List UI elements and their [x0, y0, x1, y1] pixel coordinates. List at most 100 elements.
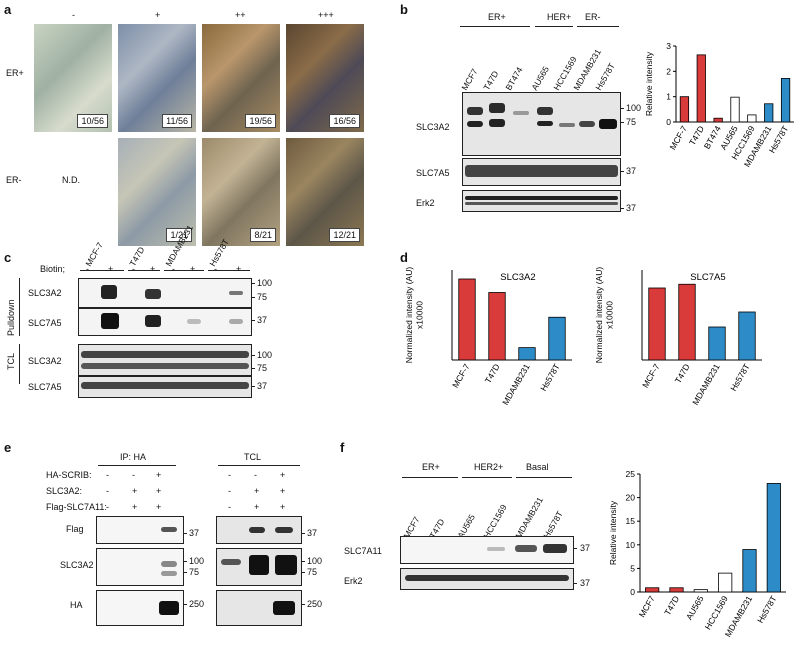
c-lane-label: T47D	[127, 244, 147, 268]
f-marker-tick	[573, 548, 577, 549]
e-sign: +	[254, 486, 260, 496]
ihc-image-er-neg-plusplusplus: 12/21	[286, 138, 364, 246]
y-axis-label: Normalized intensity (AU)	[594, 267, 604, 364]
chart-title: SLC3A2	[500, 272, 535, 283]
bar	[708, 326, 726, 361]
x-tick-label: MDAMB231	[500, 362, 532, 407]
y-tick-label: 15	[626, 516, 636, 526]
y-axis-label: Relative intensity	[608, 500, 618, 565]
b-group-her-pos: HER+	[547, 12, 572, 22]
b-blot-label-slc7a5: SLC7A5	[416, 168, 450, 178]
c-marker-tick	[251, 320, 255, 321]
bar	[679, 96, 690, 123]
c-lane-line	[80, 270, 124, 271]
c-blot-pulldown-slc7a5	[78, 308, 252, 336]
f-group-line	[516, 477, 572, 478]
f-group-line	[402, 477, 458, 478]
e-marker-tick	[183, 604, 187, 605]
e-sign: +	[156, 486, 162, 496]
b-blot-erk2	[462, 190, 621, 212]
ihc-count: 12/21	[329, 228, 360, 242]
e-marker-tick	[301, 572, 305, 573]
x-tick-label: AU565	[684, 594, 706, 622]
b-marker-tick	[620, 208, 624, 209]
e-blot-ip-flag	[96, 516, 184, 544]
ihc-count: 11/56	[162, 114, 192, 128]
bar	[678, 283, 696, 361]
b-marker-37: 37	[626, 203, 637, 213]
e-marker-250: 250	[307, 599, 323, 609]
ihc-count: 8/21	[250, 228, 276, 242]
e-sign: +	[280, 470, 286, 480]
e-blot-tcl-flag	[216, 516, 302, 544]
bar	[648, 287, 666, 361]
c-biotin-sign: -	[132, 264, 135, 274]
bar	[693, 589, 708, 593]
x-tick-label: HCC1569	[703, 594, 730, 632]
x-tick-label: Hs578T	[538, 362, 562, 393]
e-tcl-label: TCL	[244, 452, 262, 462]
c-marker-100: 100	[257, 350, 273, 360]
e-sign: -	[228, 470, 231, 480]
b-marker-tick	[620, 122, 624, 123]
bar	[742, 549, 757, 593]
e-marker-75: 75	[307, 567, 318, 577]
ihc-image-er-pos-plus: 11/56	[118, 24, 196, 132]
e-blot-label-ha: HA	[70, 600, 83, 610]
c-section-pulldown: Pulldown	[6, 299, 16, 336]
b-marker-tick	[620, 171, 624, 172]
e-sign: -	[106, 486, 109, 496]
bar	[488, 292, 506, 361]
c-marker-75: 75	[257, 292, 268, 302]
y-tick-label: 25	[626, 469, 636, 479]
b-group-line	[577, 26, 619, 27]
e-sign: -	[254, 470, 257, 480]
b-lane-label: T47D	[481, 68, 501, 92]
c-blot-tcl-slc3a2	[78, 344, 252, 376]
c-marker-tick	[251, 386, 255, 387]
f-lane-label: HCC1569	[481, 502, 509, 540]
e-marker-tick	[183, 561, 187, 562]
x-tick-label: MCF-7	[640, 362, 662, 390]
bar	[780, 78, 791, 123]
b-lane-label: BT474	[503, 65, 525, 92]
c-blot-tcl-slc7a5	[78, 376, 252, 398]
b-marker-37: 37	[626, 166, 637, 176]
x-tick-label: Hs578T	[755, 594, 779, 625]
bar	[718, 572, 733, 593]
f-blot-label-slc7a11: SLC7A11	[344, 546, 382, 556]
a-nd-label: N.D.	[62, 175, 80, 185]
c-marker-tick	[251, 297, 255, 298]
bar	[696, 54, 706, 123]
x-tick-label: MCF-7	[450, 362, 472, 390]
e-sign: +	[156, 470, 162, 480]
a-col-plusplus: ++	[235, 10, 246, 20]
c-section-bar	[19, 278, 20, 336]
b-group-line	[535, 26, 573, 27]
x-tick-label: T47D	[662, 594, 681, 617]
c-lane-line	[164, 270, 204, 271]
ihc-image-er-pos-neg: 10/56	[34, 24, 112, 132]
c-blot-label: SLC3A2	[28, 356, 62, 366]
f-group-er-pos: ER+	[422, 462, 440, 472]
y-axis-label-2: x10000	[605, 301, 615, 329]
panel-label-d: d	[400, 250, 408, 265]
c-marker-tick	[251, 355, 255, 356]
bar	[713, 117, 723, 123]
bar	[738, 311, 756, 361]
bar	[669, 587, 684, 593]
e-sign: +	[156, 502, 162, 512]
f-blot-slc7a11	[400, 536, 574, 564]
c-marker-tick	[251, 368, 255, 369]
bar	[730, 96, 740, 123]
f-marker-37: 37	[580, 578, 591, 588]
e-sign: +	[280, 486, 286, 496]
c-marker-tick	[251, 283, 255, 284]
e-blot-tcl-ha	[216, 590, 302, 626]
c-section-bar	[19, 344, 20, 384]
d-slc7a5-chart: SLC7A5 Normalized intensity (AU) x10000 MCF…	[594, 267, 762, 407]
ihc-count: 19/56	[245, 114, 276, 128]
ihc-image-er-neg-plus: 1/21	[118, 138, 196, 246]
f-blot-erk2	[400, 568, 574, 590]
e-ip-line	[98, 465, 176, 466]
